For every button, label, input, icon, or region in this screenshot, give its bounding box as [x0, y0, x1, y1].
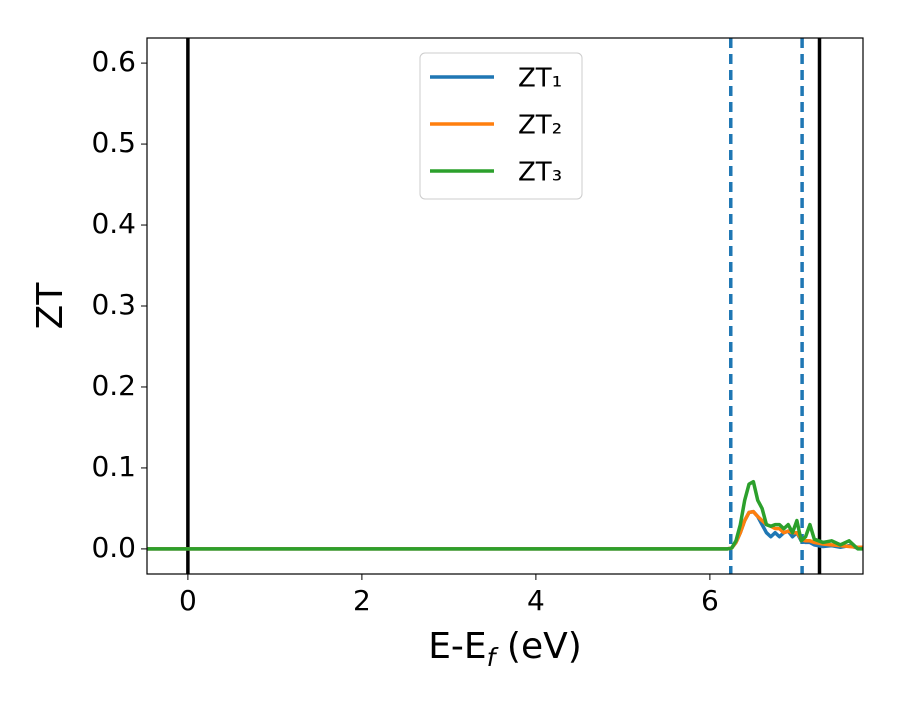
y-tick-label: 0.5 [91, 126, 136, 159]
x-tick-label: 6 [701, 584, 719, 617]
y-tick-label: 0.0 [91, 531, 136, 564]
x-label-unit: (eV) [495, 626, 581, 667]
series-line [147, 509, 863, 551]
series-line [147, 509, 863, 551]
series-line [147, 479, 863, 551]
y-tick-label: 0.3 [91, 288, 136, 321]
x-axis-label: E-Ef (eV) [428, 626, 582, 672]
legend-label: ZT₃ [518, 158, 562, 188]
y-tick-label: 0.6 [91, 45, 136, 78]
plot-frame [146, 37, 864, 575]
x-label-main: E-E [428, 626, 486, 667]
y-tick-label: 0.1 [91, 450, 136, 483]
legend-label: ZT₂ [518, 111, 562, 141]
y-axis-label: ZT [30, 282, 71, 330]
legend-box [419, 52, 583, 200]
x-tick-label: 0 [179, 584, 197, 617]
x-tick-label: 4 [527, 584, 545, 617]
x-tick-label: 2 [353, 584, 371, 617]
y-tick-label: 0.2 [91, 369, 136, 402]
y-tick-label: 0.4 [91, 207, 136, 240]
legend-label: ZT₁ [518, 64, 562, 94]
